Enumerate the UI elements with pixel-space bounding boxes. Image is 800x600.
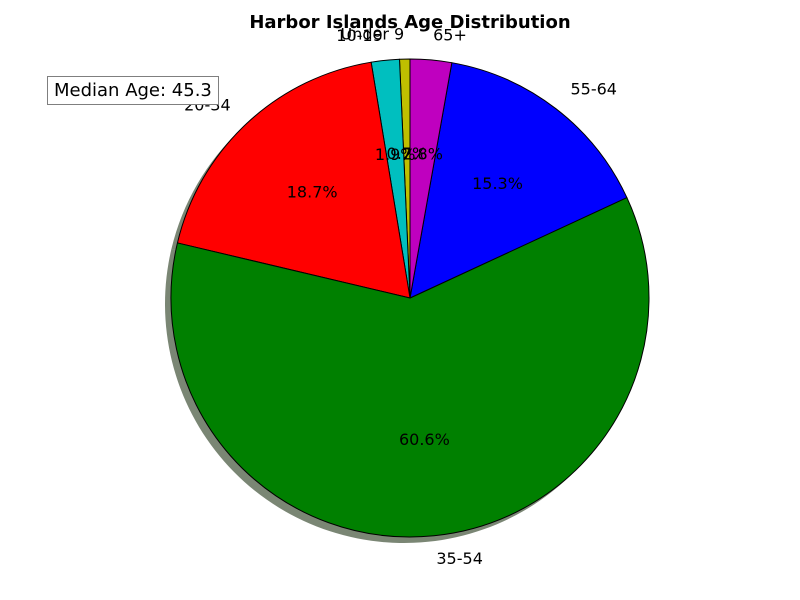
percent-label-35-54: 60.6% bbox=[399, 430, 450, 449]
chart-title: Harbor Islands Age Distribution bbox=[249, 12, 570, 33]
slice-label-55-64: 55-64 bbox=[570, 79, 617, 98]
slice-label-35-54: 35-54 bbox=[436, 549, 483, 568]
slice-20-34 bbox=[176, 61, 411, 299]
slice-65 bbox=[409, 58, 453, 299]
slice-55-64 bbox=[409, 62, 628, 299]
percent-label-55-64: 15.3% bbox=[472, 174, 523, 193]
slice-label-65: 65+ bbox=[433, 26, 467, 45]
percent-label-65: 2.8% bbox=[402, 145, 443, 164]
slice-label-under-9: Under 9 bbox=[341, 25, 405, 44]
slice-35-54 bbox=[170, 197, 650, 538]
median-age-annotation: Median Age: 45.3 bbox=[47, 76, 219, 105]
percent-label-under-9: 0.7% bbox=[387, 144, 428, 163]
slice-label-10-19: 10-19 bbox=[336, 26, 383, 45]
pie-slices bbox=[170, 58, 650, 538]
percent-label-10-19: 1.9% bbox=[375, 145, 416, 164]
percent-label-20-34: 18.7% bbox=[287, 183, 338, 202]
